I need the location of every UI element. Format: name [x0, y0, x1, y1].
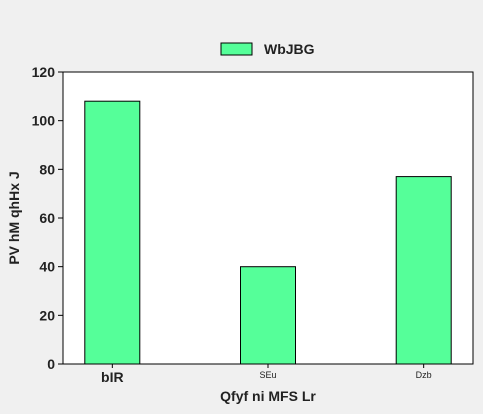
bar-bIR [84, 100, 141, 365]
x-tick-label-bIR: bIR [101, 369, 124, 385]
y-tick-label: 40 [39, 259, 55, 275]
legend: WbJBG [220, 41, 315, 57]
y-axis-label: PV hM qhHx J [6, 171, 22, 264]
bar-Dzb [395, 176, 452, 365]
y-tick-label: 80 [39, 161, 55, 177]
legend-label: WbJBG [264, 41, 315, 57]
y-tick-label: 120 [32, 64, 56, 80]
x-tick-label-Dzb: Dzb [416, 370, 432, 380]
legend-swatch [220, 42, 253, 56]
x-tick-label-SEu: SEu [259, 370, 276, 380]
x-axis-label: Qfyf ni MFS Lr [220, 388, 316, 404]
y-tick-label: 20 [39, 307, 55, 323]
x-axis: bIR SEu Dzb [101, 364, 432, 385]
y-tick-label: 0 [47, 356, 55, 372]
y-axis: 0 20 40 60 80 100 120 [32, 64, 63, 372]
bars-group [84, 100, 452, 365]
bar-SEu [240, 266, 296, 365]
y-tick-label: 100 [32, 113, 56, 129]
y-tick-label: 60 [39, 210, 55, 226]
